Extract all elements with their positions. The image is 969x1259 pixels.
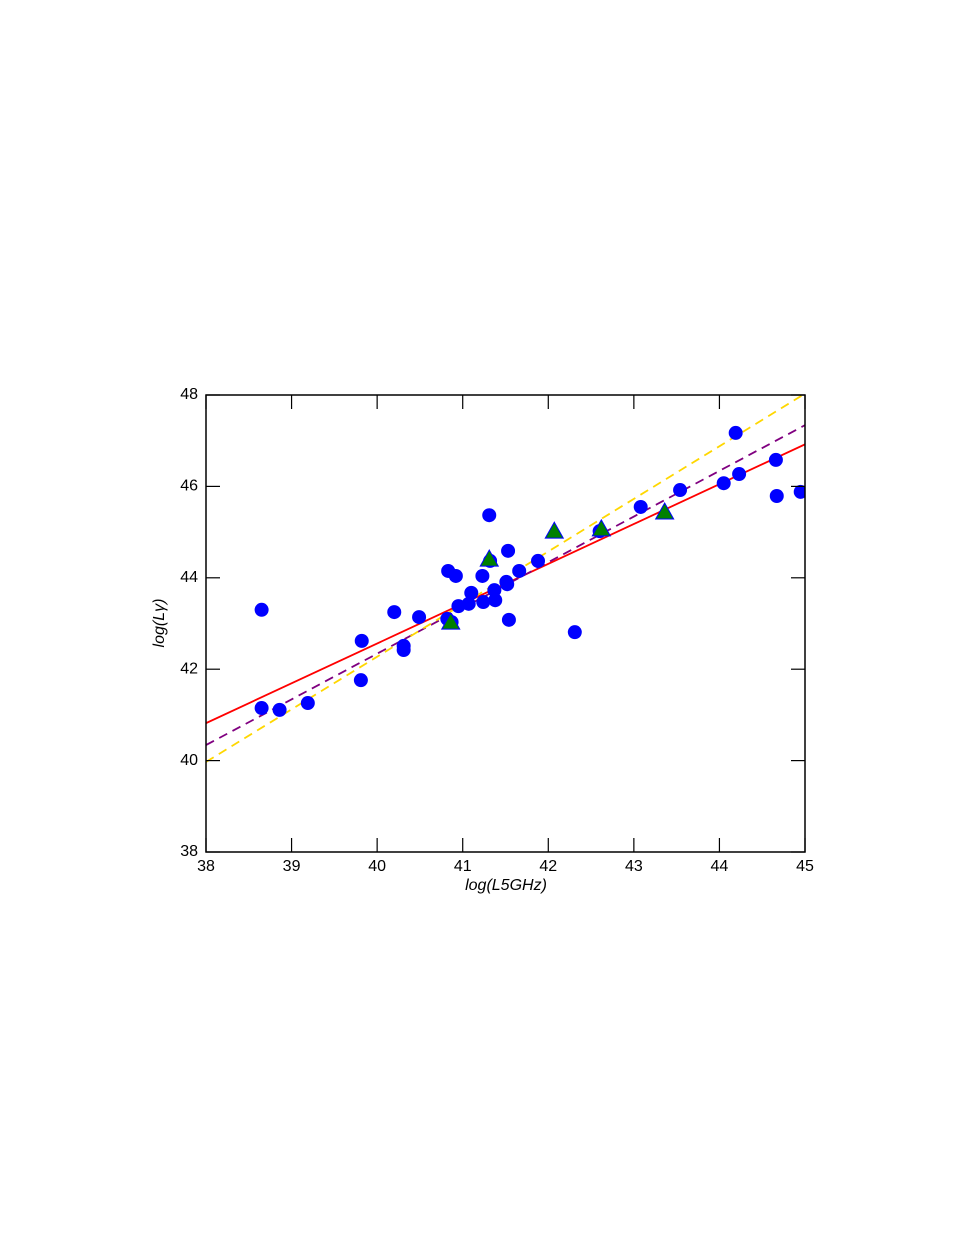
point bbox=[591, 518, 612, 537]
point bbox=[354, 633, 369, 648]
y-axis-label: log(Lγ) bbox=[151, 599, 168, 648]
point bbox=[300, 696, 315, 711]
point bbox=[501, 612, 516, 627]
point bbox=[531, 553, 546, 568]
plot-area bbox=[206, 395, 805, 763]
point bbox=[716, 476, 731, 491]
point bbox=[673, 483, 688, 498]
point bbox=[732, 467, 747, 482]
point bbox=[353, 673, 368, 688]
point bbox=[544, 521, 565, 539]
x-tick-label: 39 bbox=[283, 858, 301, 875]
point bbox=[768, 452, 783, 467]
point bbox=[254, 602, 269, 617]
point bbox=[254, 701, 269, 716]
x-tick-label: 40 bbox=[368, 858, 386, 875]
point bbox=[475, 568, 490, 583]
point bbox=[440, 612, 461, 630]
point bbox=[567, 625, 582, 640]
point bbox=[501, 543, 516, 558]
point bbox=[396, 643, 411, 658]
point bbox=[479, 549, 500, 567]
x-tick-label: 44 bbox=[711, 858, 729, 875]
x-tick-label: 42 bbox=[539, 858, 557, 875]
x-axis-label: log(L5GHz) bbox=[465, 877, 547, 894]
y-tick-label: 46 bbox=[180, 478, 198, 495]
fit-line bbox=[206, 424, 805, 746]
point bbox=[448, 568, 463, 583]
point bbox=[412, 610, 427, 625]
point bbox=[272, 702, 287, 717]
point bbox=[769, 488, 784, 503]
point bbox=[793, 484, 805, 499]
point bbox=[476, 595, 491, 610]
y-tick-label: 48 bbox=[180, 386, 198, 403]
y-tick-label: 40 bbox=[180, 752, 198, 769]
point bbox=[488, 593, 503, 608]
point bbox=[500, 577, 515, 592]
point bbox=[464, 585, 479, 600]
point bbox=[482, 508, 497, 523]
point bbox=[387, 605, 402, 620]
x-tick-label: 41 bbox=[454, 858, 472, 875]
x-tick-label: 45 bbox=[796, 858, 814, 875]
x-tick-label: 43 bbox=[625, 858, 643, 875]
point bbox=[461, 596, 476, 611]
y-tick-label: 44 bbox=[180, 569, 198, 586]
point bbox=[633, 499, 648, 514]
point bbox=[512, 563, 527, 578]
point bbox=[728, 425, 743, 440]
y-tick-label: 42 bbox=[180, 660, 198, 677]
plot-frame bbox=[205, 394, 806, 853]
x-tick-label: 38 bbox=[197, 858, 215, 875]
y-tick-label: 38 bbox=[180, 843, 198, 860]
point bbox=[487, 583, 502, 598]
point bbox=[654, 501, 675, 520]
